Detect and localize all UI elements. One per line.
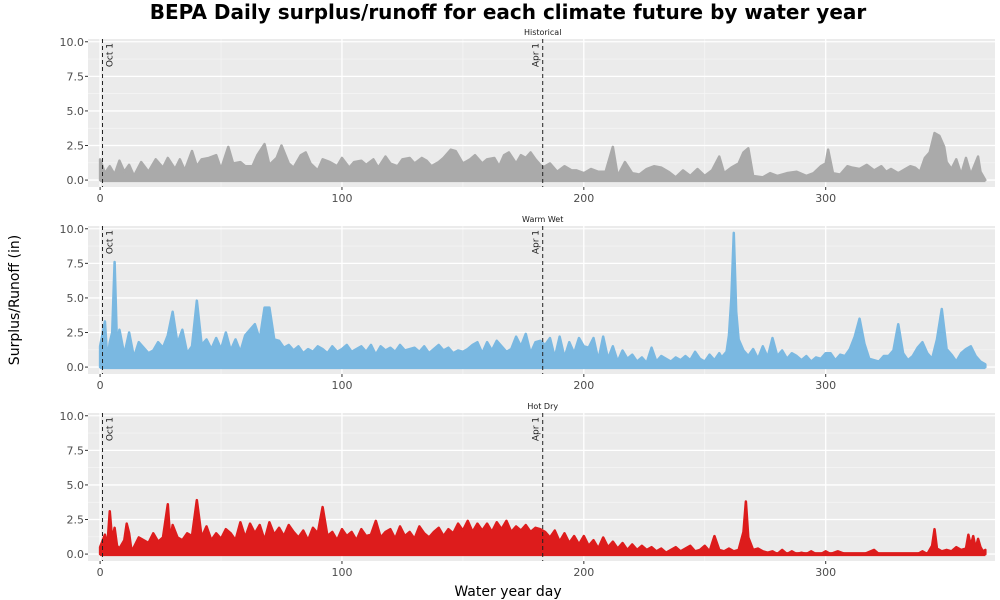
reference-line-label: Oct 1 bbox=[106, 230, 116, 254]
y-tick-label: 0.0 bbox=[67, 548, 85, 561]
reference-line-label: Oct 1 bbox=[106, 417, 116, 441]
x-tick-label: 100 bbox=[331, 379, 352, 392]
y-tick-label: 0.0 bbox=[67, 174, 85, 187]
y-tick-label: 10.0 bbox=[60, 410, 85, 423]
reference-line-label: Apr 1 bbox=[532, 43, 542, 67]
panel-hot-dry: Hot Dry Oct 1 Apr 1 0.0 2.5 5.0 7.5 10.0 0 100 200… bbox=[60, 402, 995, 579]
facet-panels: Historical Oct 1 Apr 1 0.0 2.5 5.0 7.5 10.0 0 100… bbox=[60, 28, 995, 579]
reference-line-label: Oct 1 bbox=[106, 43, 116, 67]
series-area bbox=[98, 231, 987, 369]
x-tick-label: 100 bbox=[331, 192, 352, 205]
x-tick-label: 0 bbox=[97, 379, 104, 392]
x-tick-label: 200 bbox=[573, 192, 594, 205]
y-axis-label: Surplus/Runoff (in) bbox=[7, 235, 23, 365]
x-tick-label: 300 bbox=[815, 566, 836, 579]
series-area bbox=[98, 131, 987, 182]
x-tick-label: 300 bbox=[815, 192, 836, 205]
y-tick-label: 5.0 bbox=[67, 105, 85, 118]
x-axis-label: Water year day bbox=[454, 584, 561, 600]
x-tick-label: 0 bbox=[97, 566, 104, 579]
chart-title: BEPA Daily surplus/runoff for each clima… bbox=[150, 0, 867, 24]
y-tick-label: 5.0 bbox=[67, 292, 85, 305]
y-tick-label: 2.5 bbox=[67, 514, 85, 527]
y-tick-label: 2.5 bbox=[67, 140, 85, 153]
y-tick-label: 7.5 bbox=[67, 444, 85, 457]
panel-title: Hot Dry bbox=[527, 402, 558, 411]
reference-line-label: Apr 1 bbox=[532, 230, 542, 254]
y-tick-label: 0.0 bbox=[67, 361, 85, 374]
y-tick-label: 5.0 bbox=[67, 479, 85, 492]
x-tick-label: 300 bbox=[815, 379, 836, 392]
y-tick-label: 7.5 bbox=[67, 257, 85, 270]
y-tick-label: 2.5 bbox=[67, 327, 85, 340]
x-tick-label: 200 bbox=[573, 566, 594, 579]
panel-title: Warm Wet bbox=[522, 215, 563, 224]
x-tick-label: 0 bbox=[97, 192, 104, 205]
y-tick-label: 10.0 bbox=[60, 223, 85, 236]
panel-warm-wet: Warm Wet Oct 1 Apr 1 0.0 2.5 5.0 7.5 10.0 0 100 20… bbox=[60, 215, 995, 392]
y-tick-label: 7.5 bbox=[67, 70, 85, 83]
x-tick-label: 100 bbox=[331, 566, 352, 579]
x-tick-label: 200 bbox=[573, 379, 594, 392]
reference-line-label: Apr 1 bbox=[532, 417, 542, 441]
y-tick-label: 10.0 bbox=[60, 36, 85, 49]
panel-historical: Historical Oct 1 Apr 1 0.0 2.5 5.0 7.5 10.0 0 100… bbox=[60, 28, 995, 205]
panel-title: Historical bbox=[524, 28, 561, 37]
